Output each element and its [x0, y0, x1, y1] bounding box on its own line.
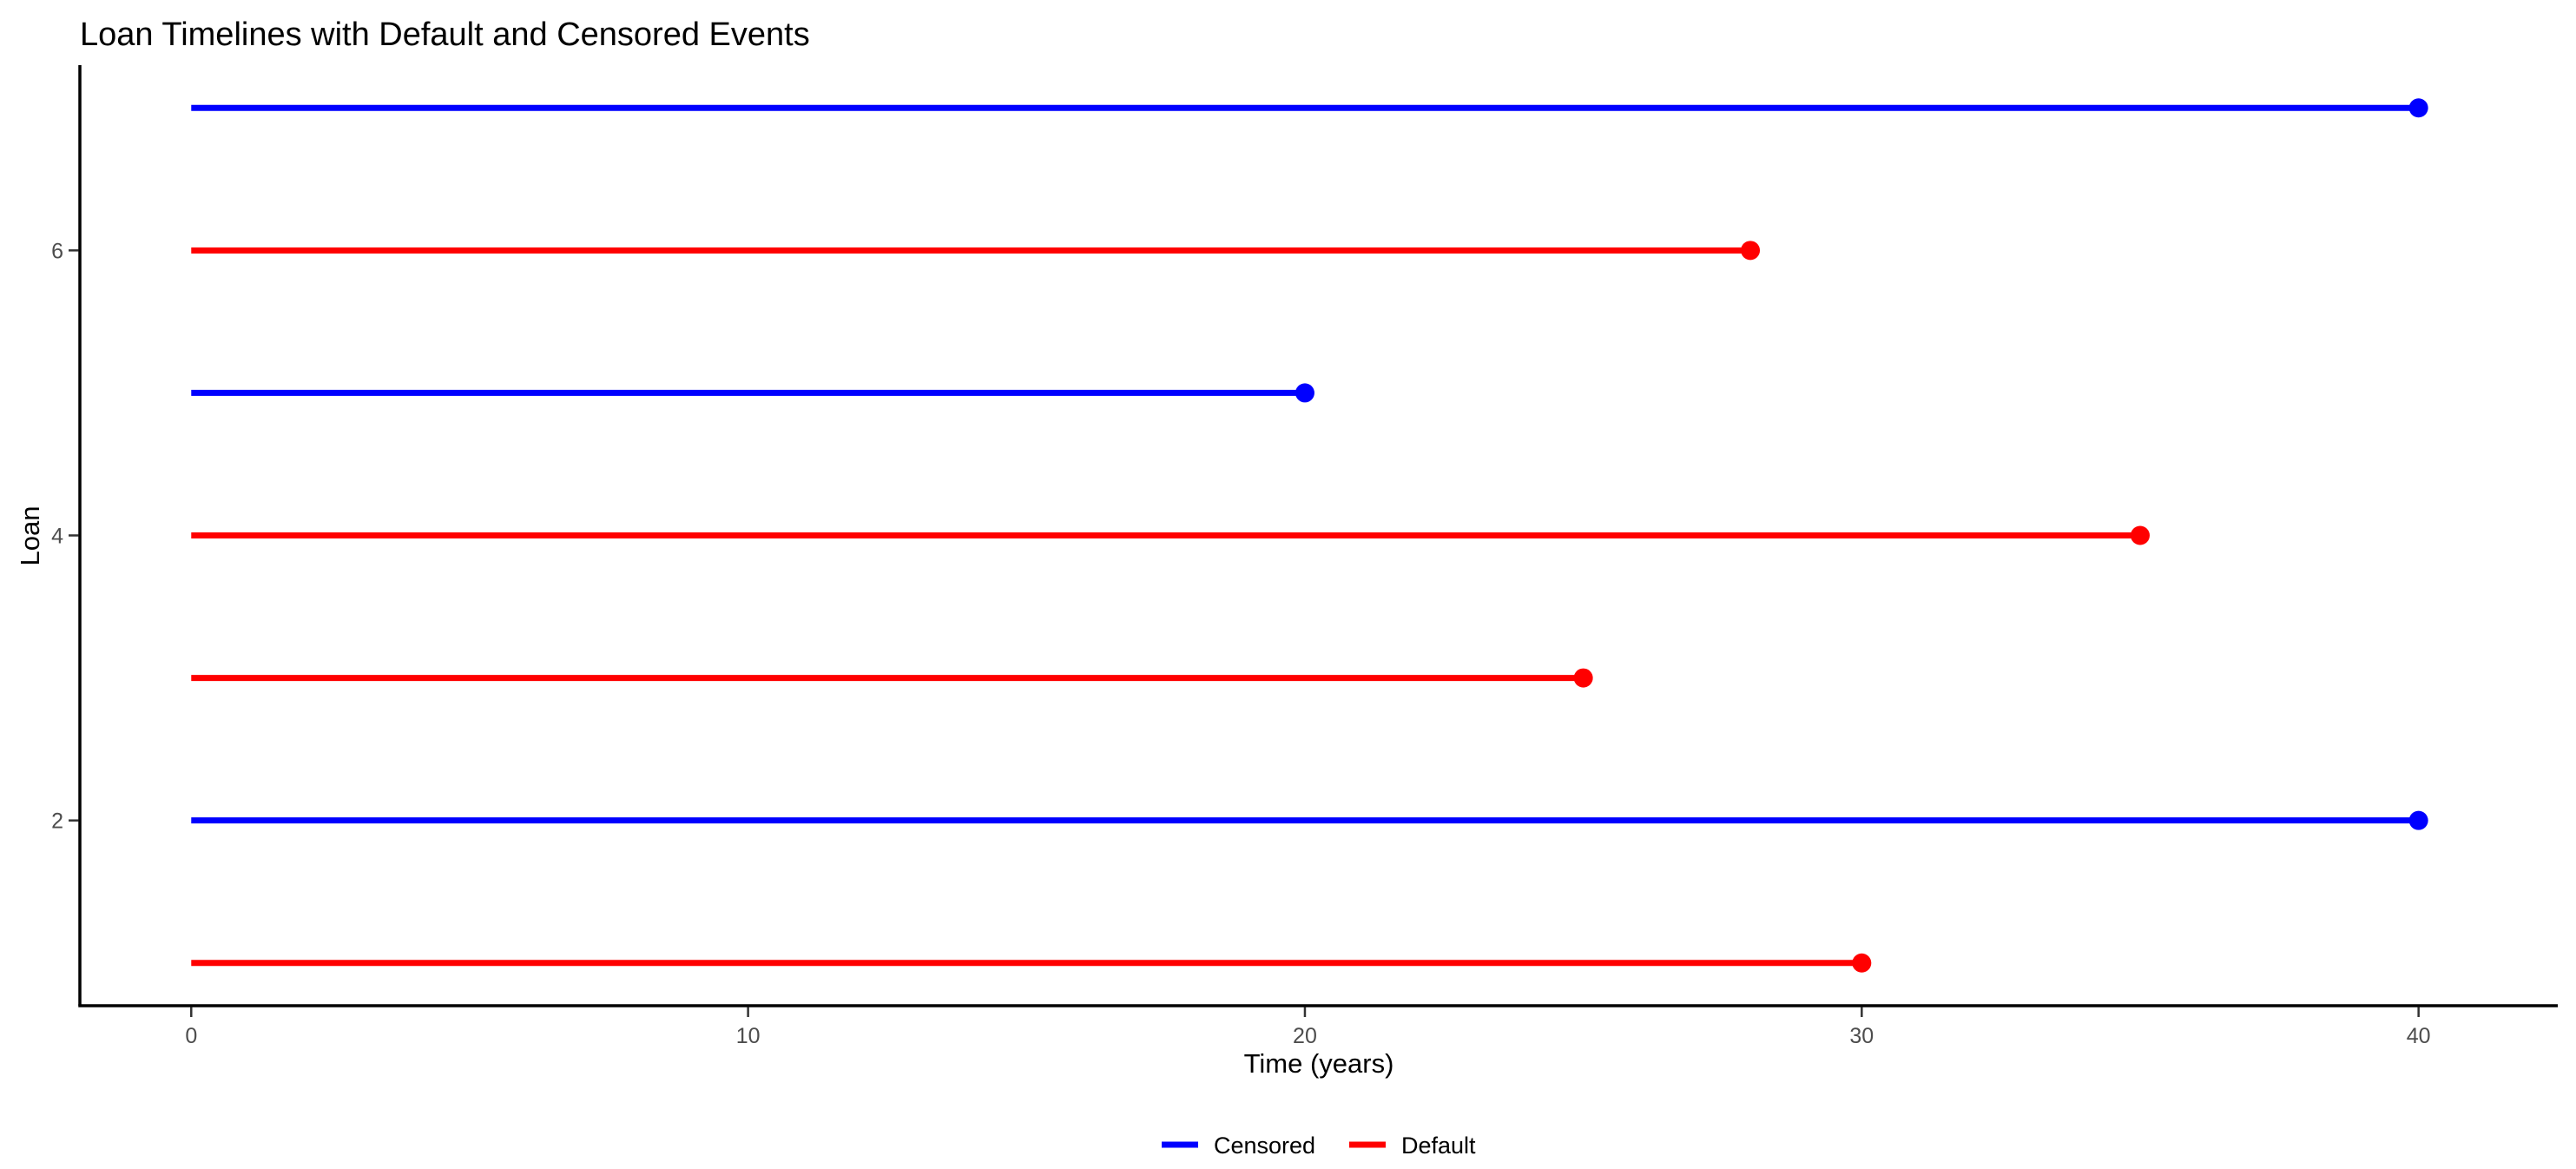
x-axis-title: Time (years)	[1244, 1048, 1394, 1079]
y-tick-label: 2	[51, 809, 63, 834]
x-axis-ticks: 0 10 20 30 40	[185, 1007, 2431, 1048]
x-tick-label: 30	[1849, 1024, 1874, 1048]
y-axis-ticks: 2 4 6	[51, 239, 79, 834]
plot-area	[191, 98, 2428, 973]
y-axis-title: Loan	[15, 506, 45, 566]
loan-end-point	[1852, 953, 1872, 973]
loan-end-point	[2408, 98, 2428, 118]
chart-title: Loan Timelines with Default and Censored…	[80, 17, 810, 53]
x-tick-label: 10	[736, 1024, 761, 1048]
legend: Censored Default	[1162, 1133, 1476, 1159]
y-tick-label: 4	[51, 525, 63, 549]
loan-end-point	[1573, 668, 1593, 688]
x-tick-label: 20	[1293, 1024, 1317, 1048]
loan-end-point	[2408, 810, 2428, 830]
legend-label-censored: Censored	[1214, 1133, 1315, 1159]
x-tick-label: 40	[2407, 1024, 2431, 1048]
loan-end-point	[1295, 383, 1314, 403]
loan-end-point	[2130, 525, 2150, 545]
legend-label-default: Default	[1401, 1133, 1476, 1159]
y-tick-label: 6	[51, 239, 63, 263]
x-tick-label: 0	[185, 1024, 197, 1048]
loan-end-point	[1741, 241, 1761, 261]
